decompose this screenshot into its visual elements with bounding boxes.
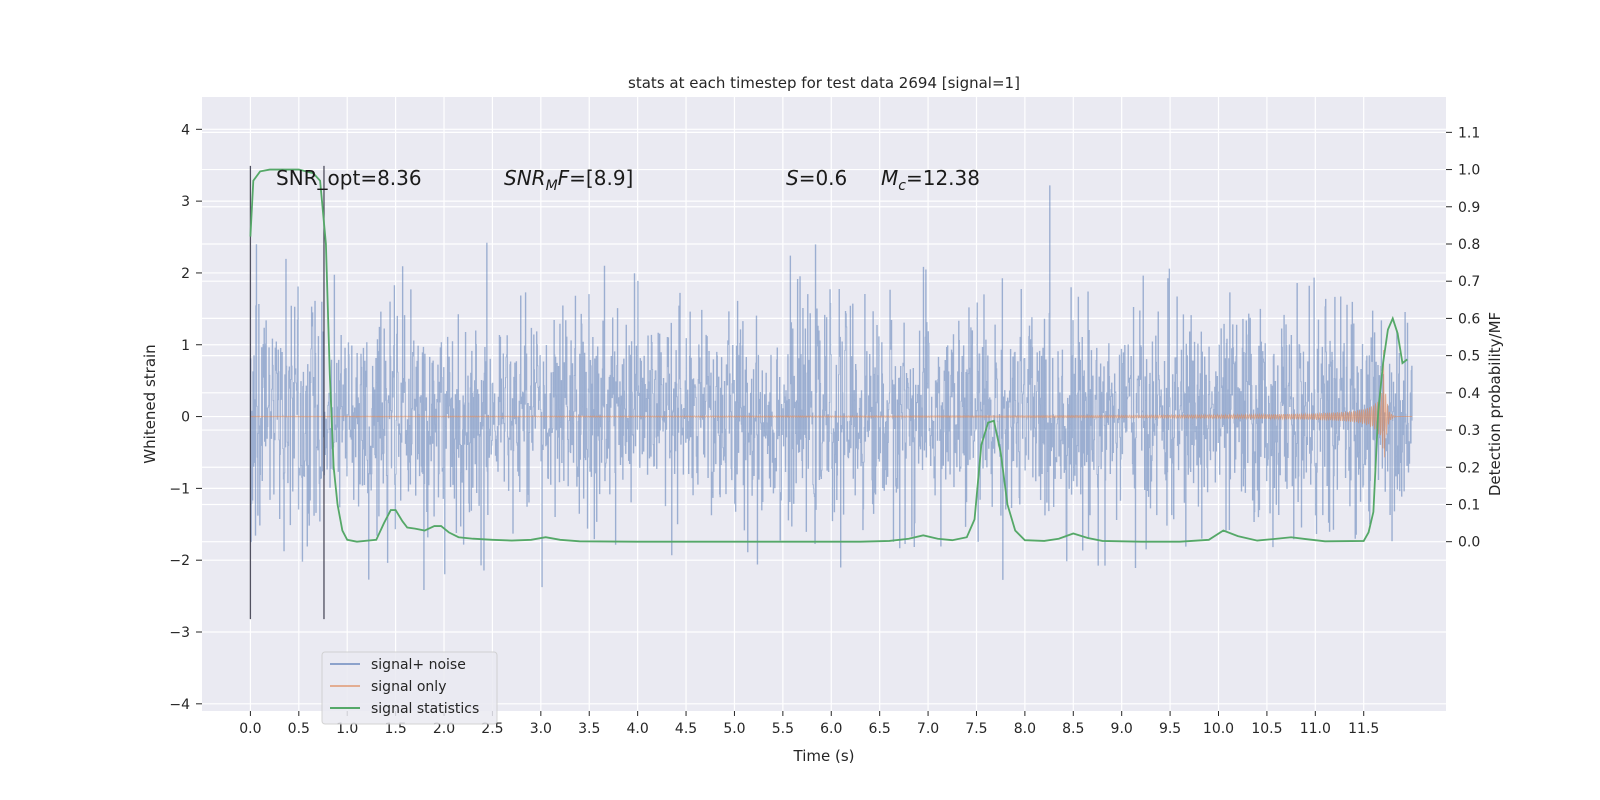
x-tick-label-5: 2.5 bbox=[481, 721, 503, 737]
noise-trace bbox=[249, 185, 1413, 590]
x-axis-label: Time (s) bbox=[793, 747, 855, 765]
x-tick-label-1: 0.5 bbox=[288, 721, 310, 737]
signal-only-trace bbox=[250, 350, 1413, 458]
legend-box bbox=[321, 651, 498, 725]
annotation-snr-opt: SNR_opt=8.36 bbox=[276, 166, 422, 190]
y-tick-label-2: −2 bbox=[169, 553, 190, 569]
legend-label-signal-statistics: signal statistics bbox=[371, 701, 479, 717]
vertical-markers bbox=[249, 165, 325, 620]
y-right-tick-label-4: 0.4 bbox=[1458, 386, 1480, 402]
x-tick-label-4: 2.0 bbox=[433, 721, 455, 737]
y-right-tick-label-8: 0.8 bbox=[1458, 237, 1480, 253]
legend: signal+ noise signal only signal statist… bbox=[321, 651, 498, 725]
y-tick-label-7: 3 bbox=[181, 194, 190, 210]
x-tick-label-23: 11.5 bbox=[1348, 721, 1379, 737]
y-right-tick-label-10: 1.0 bbox=[1458, 163, 1480, 179]
chart-title: stats at each timestep for test data 269… bbox=[628, 74, 1020, 92]
series-signal-only bbox=[250, 350, 1413, 458]
x-tick-label-16: 8.0 bbox=[1014, 721, 1036, 737]
x-tick-label-22: 11.0 bbox=[1300, 721, 1331, 737]
y-tick-label-5: 1 bbox=[181, 338, 190, 354]
legend-label-signal-only: signal only bbox=[371, 679, 446, 695]
x-tick-label-2: 1.0 bbox=[336, 721, 358, 737]
y-axis-right-label: Detection probability/MF bbox=[1486, 312, 1504, 496]
y-tick-label-1: −3 bbox=[169, 625, 190, 641]
y-right-tick-label-7: 0.7 bbox=[1458, 274, 1480, 290]
annotation-s-value: S=0.6 bbox=[786, 166, 847, 190]
x-tick-label-10: 5.0 bbox=[723, 721, 745, 737]
x-tick-label-19: 9.5 bbox=[1159, 721, 1181, 737]
x-tick-label-6: 3.0 bbox=[530, 721, 552, 737]
annotation-snr-mf: SNRMF=[8.9] bbox=[504, 166, 633, 194]
y-right-tick-label-1: 0.1 bbox=[1458, 497, 1480, 513]
x-axis: 0.0 0.5 1.0 1.5 2.0 2.5 3.0 3.5 4.0 4.5 5.0 5.5 6.0 6… bbox=[239, 711, 1379, 737]
x-tick-label-14: 7.0 bbox=[917, 721, 939, 737]
y-tick-label-0: −4 bbox=[169, 697, 190, 713]
x-tick-label-3: 1.5 bbox=[384, 721, 406, 737]
y-tick-label-4: 0 bbox=[181, 410, 190, 426]
x-tick-label-20: 10.0 bbox=[1203, 721, 1234, 737]
x-tick-label-21: 10.5 bbox=[1251, 721, 1282, 737]
legend-label-signal-plus-noise: signal+ noise bbox=[371, 657, 466, 673]
y-right-tick-label-2: 0.2 bbox=[1458, 460, 1480, 476]
x-tick-label-18: 9.0 bbox=[1111, 721, 1133, 737]
y-tick-label-6: 2 bbox=[181, 266, 190, 282]
series-signal-statistics bbox=[249, 168, 1408, 543]
x-tick-label-17: 8.5 bbox=[1062, 721, 1084, 737]
x-tick-label-13: 6.5 bbox=[869, 721, 891, 737]
y-axis-label: Whitened strain bbox=[141, 344, 159, 463]
y-tick-label-8: 4 bbox=[181, 122, 190, 138]
x-tick-label-9: 4.5 bbox=[675, 721, 697, 737]
y-axis-left: −4 −3 −2 −1 0 1 2 3 4 bbox=[169, 122, 202, 713]
y-right-tick-label-0: 0.0 bbox=[1458, 535, 1480, 551]
signal-statistics-line bbox=[249, 168, 1408, 543]
y-tick-label-3: −1 bbox=[169, 481, 190, 497]
y-right-tick-label-11: 1.1 bbox=[1458, 125, 1480, 141]
x-tick-label-8: 4.0 bbox=[627, 721, 649, 737]
y-right-tick-label-3: 0.3 bbox=[1458, 423, 1480, 439]
x-tick-label-15: 7.5 bbox=[965, 721, 987, 737]
series-signal-plus-noise bbox=[249, 185, 1413, 590]
x-tick-label-7: 3.5 bbox=[578, 721, 600, 737]
y-axis-right: 0.0 0.1 0.2 0.3 0.4 0.5 0.6 0.7 0.8 0.9 1.0 1.1 bbox=[1446, 125, 1480, 551]
x-tick-label-11: 5.5 bbox=[772, 721, 794, 737]
annotation-mc-value: Mc=12.38 bbox=[881, 166, 980, 194]
y-right-tick-label-9: 0.9 bbox=[1458, 200, 1480, 216]
y-right-tick-label-5: 0.5 bbox=[1458, 349, 1480, 365]
y-right-tick-label-6: 0.6 bbox=[1458, 311, 1480, 327]
x-tick-label-12: 6.0 bbox=[820, 721, 842, 737]
x-tick-label-0: 0.0 bbox=[239, 721, 261, 737]
